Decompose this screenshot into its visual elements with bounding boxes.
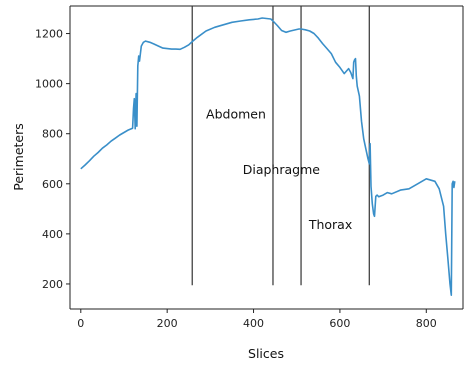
x-tick-label-0: 0 bbox=[77, 317, 84, 330]
y-tick-label-200: 200 bbox=[42, 278, 63, 291]
annotation-thorax: Thorax bbox=[308, 217, 352, 232]
y-tick-label-600: 600 bbox=[42, 178, 63, 191]
x-tick-label-600: 600 bbox=[329, 317, 350, 330]
y-axis-ticks: 200 400 600 800 1000 1200 bbox=[35, 28, 70, 291]
annotation-diaphragme: Diaphragme bbox=[243, 162, 321, 177]
x-tick-label-200: 200 bbox=[157, 317, 178, 330]
x-tick-label-800: 800 bbox=[416, 317, 437, 330]
x-axis-ticks: 0 200 400 600 800 bbox=[77, 309, 437, 330]
y-tick-label-800: 800 bbox=[42, 128, 63, 141]
x-axis-label: Slices bbox=[248, 346, 284, 361]
x-tick-label-400: 400 bbox=[243, 317, 264, 330]
y-axis-label: Perimeters bbox=[11, 123, 26, 191]
y-tick-label-1000: 1000 bbox=[35, 78, 63, 91]
region-boundaries bbox=[191, 6, 370, 286]
y-tick-label-1200: 1200 bbox=[35, 28, 63, 41]
plot-area: Abdomen Diaphragme Thorax bbox=[69, 5, 464, 310]
perimeter-series-line bbox=[80, 17, 456, 296]
annotation-abdomen: Abdomen bbox=[206, 107, 266, 122]
region-annotations: Abdomen Diaphragme Thorax bbox=[206, 107, 352, 232]
y-tick-label-400: 400 bbox=[42, 228, 63, 241]
